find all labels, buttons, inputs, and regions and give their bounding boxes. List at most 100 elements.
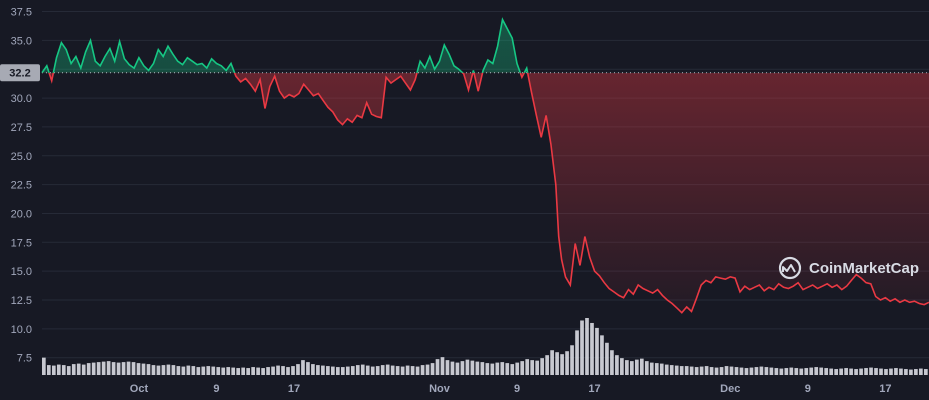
volume-bar: [191, 366, 196, 375]
volume-bar: [196, 367, 201, 375]
price-area: [42, 19, 929, 313]
volume-bar: [749, 367, 754, 375]
volume-bar: [769, 367, 774, 375]
volume-bar: [864, 368, 868, 375]
volume-bar: [620, 358, 624, 375]
volume-bar: [46, 365, 51, 375]
y-tick-label: 17.5: [11, 237, 32, 249]
volume-bar: [684, 366, 689, 375]
volume-bar: [306, 362, 310, 375]
volume-bar: [899, 368, 903, 375]
volume-bar: [520, 361, 525, 375]
volume-bar: [555, 352, 559, 375]
volume-bar: [779, 368, 784, 375]
volume-bar: [804, 368, 809, 375]
volume-bar: [649, 362, 654, 375]
volume-bar: [839, 368, 843, 375]
price-line-below[interactable]: [41, 20, 929, 314]
volume-bar: [271, 366, 275, 375]
volume-bar: [490, 363, 495, 375]
volume-bar: [136, 363, 141, 375]
volume-bar: [664, 364, 669, 375]
x-tick-label: Nov: [429, 383, 451, 395]
volume-bar: [460, 361, 465, 375]
volume-bar: [301, 360, 305, 375]
volume-bar: [754, 367, 759, 375]
coinmarketcap-watermark: CoinMarketCap: [778, 256, 919, 280]
volume-bar: [764, 367, 769, 375]
volume-bar: [615, 355, 619, 375]
volume-bar: [42, 357, 46, 375]
volume-bar: [819, 367, 824, 375]
volume-bar: [380, 365, 385, 375]
volume-bar: [595, 327, 599, 375]
volume-bar: [869, 367, 873, 375]
volume-bar: [166, 364, 171, 375]
volume-bar: [445, 360, 450, 375]
volume-bar: [714, 367, 719, 375]
volume-bar: [590, 322, 594, 375]
volume-bar: [231, 367, 236, 375]
volume-bar: [76, 363, 81, 375]
volume-bar: [236, 368, 241, 375]
volume-bar: [206, 366, 211, 375]
baseline-badge-label: 32.2: [9, 68, 30, 80]
volume-bar: [156, 365, 161, 375]
price-line-above[interactable]: [41, 17, 929, 313]
x-tick-label: 9: [514, 383, 520, 395]
volume-bar: [859, 368, 863, 375]
volume-bar: [894, 368, 898, 375]
x-tick-label: 17: [288, 383, 300, 395]
volume-bar: [340, 367, 345, 375]
volume-bar: [370, 366, 375, 375]
volume-bar: [96, 362, 101, 375]
volume-bar: [525, 359, 530, 375]
volume-bar: [146, 364, 151, 375]
volume-bar: [331, 366, 335, 375]
volume-bar: [844, 368, 848, 375]
volume-bar: [884, 369, 888, 375]
volume-bar: [126, 361, 131, 375]
volume-bar: [161, 365, 166, 375]
volume-bar: [575, 330, 579, 375]
volume-bar: [759, 366, 764, 375]
price-line[interactable]: [41, 17, 929, 314]
volume-bar: [355, 365, 360, 375]
volume-bar: [375, 366, 380, 375]
volume-bar: [216, 367, 221, 375]
volume-bar: [585, 318, 589, 375]
volume-bar: [435, 359, 440, 375]
volume-bar: [849, 368, 853, 375]
volume-bar: [251, 367, 255, 375]
volume-bar: [924, 369, 928, 375]
volume-bar: [291, 366, 295, 375]
volume-bar: [211, 366, 216, 375]
x-tick-label: 17: [879, 383, 891, 395]
volume-bar: [814, 367, 819, 375]
volume-bar: [116, 362, 121, 375]
volume-bar: [186, 365, 191, 375]
volume-bar: [241, 367, 246, 375]
volume-bar: [510, 364, 515, 375]
volume-bar: [724, 366, 729, 375]
volume-bar: [600, 335, 604, 375]
y-tick-label: 25.0: [11, 151, 32, 163]
volume-bar: [610, 350, 614, 375]
volume-bar: [425, 364, 430, 375]
volume-bar: [106, 361, 111, 375]
volume-bar: [395, 366, 400, 375]
x-tick-label: Oct: [130, 383, 149, 395]
volume-bar: [709, 367, 714, 375]
volume-bar: [485, 363, 490, 375]
volume-bar: [311, 364, 315, 375]
volume-bar: [286, 367, 290, 375]
area-above-baseline: [42, 19, 528, 73]
volume-bar: [644, 361, 649, 375]
volume-bar: [350, 366, 355, 375]
volume-bar: [151, 365, 156, 375]
volume-bar: [480, 362, 485, 375]
volume-bars: [42, 318, 928, 375]
volume-bar: [744, 368, 749, 375]
volume-bar: [699, 366, 704, 375]
